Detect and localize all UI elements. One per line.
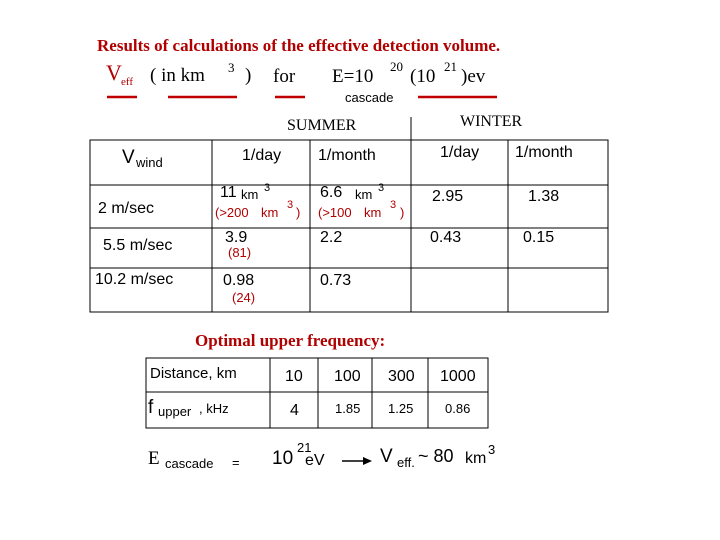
- header-cell: 1/day: [440, 144, 480, 161]
- cell-value: 3.9: [225, 229, 248, 246]
- row-label-unit: , kHz: [199, 401, 229, 416]
- v-subscript: eff: [121, 76, 134, 88]
- unit-sup: 3: [228, 60, 235, 75]
- footer-unit-sup: 3: [488, 442, 496, 457]
- cell-value: 2.2: [320, 229, 343, 246]
- header-v: V: [122, 147, 135, 168]
- cell-unit: km: [241, 187, 259, 202]
- energy: E=10: [332, 66, 374, 87]
- cell-unit-sup: 3: [378, 182, 385, 194]
- header-cell: 300: [388, 368, 415, 385]
- row-label-sub: upper: [158, 404, 192, 419]
- season: WINTER: [460, 113, 523, 130]
- cell-value: 1.25: [388, 401, 414, 416]
- footer-e: E: [148, 448, 160, 469]
- table-border: [89, 139, 609, 313]
- cell-value: 6.6: [320, 184, 343, 201]
- cell-value: 1.85: [335, 401, 361, 416]
- footer-v: V: [380, 446, 393, 467]
- cell-note-sup: 3: [287, 199, 294, 211]
- footer-e-sub: cascade: [165, 456, 214, 471]
- header-cell: 10: [285, 368, 303, 385]
- cell-value: 2.95: [432, 188, 464, 205]
- row-label: 10.2 m/sec: [95, 271, 174, 288]
- table-border: [145, 357, 489, 429]
- energy-subscript: cascade: [345, 90, 394, 105]
- cell-note: (>200: [215, 205, 249, 220]
- energy-alt: (10: [410, 66, 436, 87]
- energy-unit: )ev: [461, 66, 486, 87]
- arrow: [342, 457, 372, 465]
- cell-note-sup: 3: [390, 199, 397, 211]
- cell-note: (24): [232, 290, 256, 305]
- cell-value: 1.38: [528, 188, 560, 205]
- header-cell: 1000: [440, 368, 476, 385]
- footer-approx: ~ 80: [418, 446, 454, 466]
- section-title: Optimal upper frequency:: [195, 331, 386, 350]
- cell-value: 0.15: [523, 229, 555, 246]
- cell-note-unit: km: [261, 205, 279, 220]
- row-label: 5.5 m/sec: [103, 237, 173, 254]
- footer-v-sub: eff.: [397, 455, 415, 470]
- cell-unit: km: [355, 187, 373, 202]
- arrow-head: [363, 457, 372, 465]
- cell-value: 0.98: [223, 272, 255, 289]
- cell-value: 11: [220, 184, 237, 201]
- cell-note-close: ): [400, 205, 405, 220]
- energy-alt-sup: 21: [444, 59, 457, 74]
- header-cell: 100: [334, 368, 361, 385]
- cell-value: 0.73: [320, 272, 352, 289]
- cell-unit-sup: 3: [264, 182, 271, 194]
- cell-value: 0.43: [430, 229, 462, 246]
- season: SUMMER: [287, 117, 357, 134]
- unit-text: ( in km: [150, 65, 205, 86]
- footer-energy-sup: 21: [297, 440, 312, 455]
- for-text: for: [273, 66, 296, 87]
- cell-note: (>100: [318, 205, 352, 220]
- footer-unit: km: [465, 450, 487, 467]
- row-label: 2 m/sec: [98, 200, 155, 217]
- footer-energy-unit: eV: [305, 452, 325, 469]
- title: Results of calculations of the effective…: [97, 36, 501, 55]
- cell-value: 0.86: [445, 401, 471, 416]
- header-cell: 1/month: [515, 144, 573, 161]
- cell-note: (81): [228, 245, 252, 260]
- row-label: f: [148, 397, 154, 418]
- header-v-sub: wind: [136, 155, 163, 170]
- footer-energy: 10: [272, 448, 294, 469]
- cell-value: 4: [290, 402, 299, 419]
- header-cell: 1/day: [242, 147, 282, 164]
- v-symbol: V: [106, 60, 122, 85]
- energy-sup: 20: [390, 59, 403, 74]
- table-grid: [89, 117, 609, 429]
- cell-note-unit: km: [364, 205, 382, 220]
- unit-close: ): [245, 65, 252, 86]
- header-cell: Distance, km: [150, 365, 237, 382]
- cell-note-close: ): [296, 205, 301, 220]
- footer-eq: =: [232, 455, 240, 470]
- header-cell: 1/month: [318, 147, 376, 164]
